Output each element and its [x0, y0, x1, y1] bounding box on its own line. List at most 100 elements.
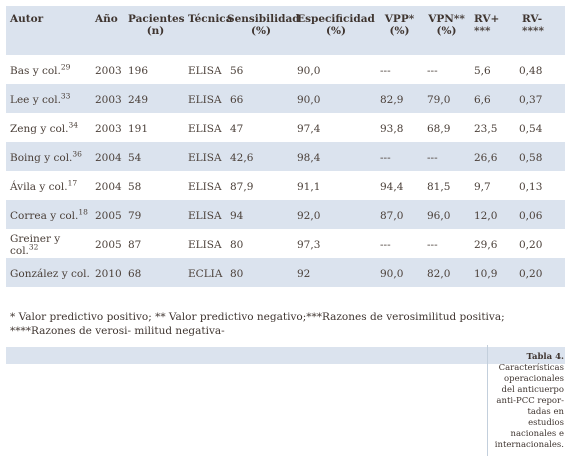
cell-anio: 2003	[95, 94, 122, 106]
cell-esp: 90,0	[297, 94, 321, 106]
cell-n: 58	[128, 181, 142, 193]
column-header: Sensibilidad (%)	[226, 6, 300, 55]
column-header-label: RV-	[522, 13, 543, 25]
column-header-label: Sensibilidad	[227, 13, 300, 25]
cell-tec: ELISA	[188, 181, 222, 193]
cell-rvn: 0,54	[519, 123, 543, 135]
cell-vpp: 90,0	[380, 268, 404, 280]
cell-rvn: 0,13	[519, 181, 543, 193]
author-name: Correa y col.	[10, 210, 79, 222]
cell-tec: ELISA	[188, 210, 222, 222]
cell-vpn: 81,5	[427, 181, 451, 193]
column-header: VPN** (%)	[423, 6, 470, 55]
column-header-unit: ****	[522, 25, 544, 37]
cell-rvp: 12,0	[474, 210, 498, 222]
cell-rvp: 29,6	[474, 239, 498, 251]
column-header-unit: (%)	[389, 25, 410, 37]
cell-rvn: 0,37	[519, 94, 543, 106]
cell-anio: 2004	[95, 181, 122, 193]
cell-n: 249	[128, 94, 149, 106]
table-header-row: Autor Año Pacientes (n) Técnica Sensibilidad(…	[6, 6, 565, 55]
cell-esp: 98,4	[297, 152, 321, 164]
cell-anio: 2003	[95, 65, 122, 77]
cell-sens: 56	[230, 65, 244, 77]
cell-esp: 97,3	[297, 239, 321, 251]
cell-rvp: 10,9	[474, 268, 498, 280]
cell-vpn: ---	[427, 65, 438, 77]
caption-line: tadas en estudios	[527, 407, 564, 428]
table-row: Lee y col.33 2003 249 ELISA 66 90,0 82,9 79,0 6,…	[6, 84, 565, 113]
cell-sens: 80	[230, 239, 244, 251]
column-header: Año	[91, 6, 127, 55]
caption-band	[6, 347, 565, 364]
author-cell: Ávila y col.17	[6, 171, 91, 200]
author-cell: Bas y col.29	[6, 55, 91, 84]
cell-esp: 97,4	[297, 123, 321, 135]
caption-divider	[487, 345, 488, 456]
data-table-container: Autor Año Pacientes (n) Técnica Sensibilidad(…	[6, 6, 565, 287]
table-row: González y col. 2010 68 ECLIA 80 92 90,0 82,0 10…	[6, 258, 565, 287]
cell-vpp: ---	[380, 239, 391, 251]
cell-tec: ELISA	[188, 152, 222, 164]
cell-rvn: 0,20	[519, 268, 543, 280]
caption-line: nacionales e	[510, 429, 564, 439]
cell-anio: 2010	[95, 268, 122, 280]
cell-sens: 42,6	[230, 152, 254, 164]
author-cell: Boing y col.36	[6, 142, 91, 171]
column-header: RV- ****	[518, 6, 565, 55]
cell-sens: 47	[230, 123, 244, 135]
cell-vpp: 82,9	[380, 94, 404, 106]
table-row: Correa y col.18 2005 79 ELISA 94 92,0 87,0 96,0…	[6, 200, 565, 229]
column-header-label: Pacientes	[128, 13, 185, 25]
column-header-unit: (n)	[146, 25, 165, 37]
column-header-label: Especificidad	[297, 13, 375, 25]
cell-anio: 2005	[95, 239, 122, 251]
cell-vpn: 96,0	[427, 210, 451, 222]
cell-n: 191	[128, 123, 149, 135]
cell-vpp: ---	[380, 65, 391, 77]
column-header: Pacientes (n)	[127, 6, 185, 55]
cell-vpn: ---	[427, 239, 438, 251]
column-header-label: VPP*	[384, 13, 415, 25]
cell-vpp: 93,8	[380, 123, 404, 135]
cell-anio: 2004	[95, 152, 122, 164]
cell-tec: ELISA	[188, 94, 222, 106]
reference-number: 32	[28, 242, 39, 252]
cell-n: 79	[128, 210, 142, 222]
column-header-unit: (%)	[251, 25, 271, 37]
cell-esp: 92,0	[297, 210, 321, 222]
table-caption: Tabla 4. Características operacionales del…	[490, 352, 564, 451]
table-row: Ávila y col.17 2004 58 ELISA 87,9 91,1 94,4 81,…	[6, 171, 565, 200]
cell-vpp: ---	[380, 152, 391, 164]
cell-rvp: 9,7	[474, 181, 491, 193]
column-header: Especificidad (%)	[296, 6, 376, 55]
cell-sens: 80	[230, 268, 244, 280]
cell-tec: ELISA	[188, 239, 222, 251]
column-header: RV+ ***	[470, 6, 518, 55]
cell-esp: 91,1	[297, 181, 321, 193]
cell-sens: 66	[230, 94, 244, 106]
cell-rvp: 26,6	[474, 152, 498, 164]
cell-vpp: 87,0	[380, 210, 404, 222]
column-header-label: RV+	[474, 13, 500, 25]
column-header: Autor	[6, 6, 91, 55]
table-row: Zeng y col.34 2003 191 ELISA 47 97,4 93,8 68,9 2…	[6, 113, 565, 142]
column-header-unit: ***	[474, 25, 491, 37]
cell-rvp: 5,6	[474, 65, 491, 77]
reference-number: 17	[67, 178, 78, 188]
reference-number: 18	[78, 207, 88, 217]
cell-vpn: 68,9	[427, 123, 451, 135]
cell-vpn: ---	[427, 152, 438, 164]
reference-number: 36	[72, 149, 82, 159]
author-name: González y col.	[10, 268, 90, 280]
table-row: Bas y col.29 2003 196 ELISA 56 90,0 --- --- 5,6 0…	[6, 55, 565, 84]
table-row: Greiner y col.32 2005 87 ELISA 80 97,3 --- --- 2…	[6, 229, 565, 258]
cell-rvn: 0,58	[519, 152, 543, 164]
cell-vpp: 94,4	[380, 181, 404, 193]
cell-tec: ELISA	[188, 65, 222, 77]
author-cell: Greiner y col.32	[6, 229, 91, 258]
cell-sens: 87,9	[230, 181, 254, 193]
column-header-label: Autor	[10, 13, 44, 25]
column-header-label: VPN**	[428, 13, 465, 25]
cell-n: 54	[128, 152, 142, 164]
